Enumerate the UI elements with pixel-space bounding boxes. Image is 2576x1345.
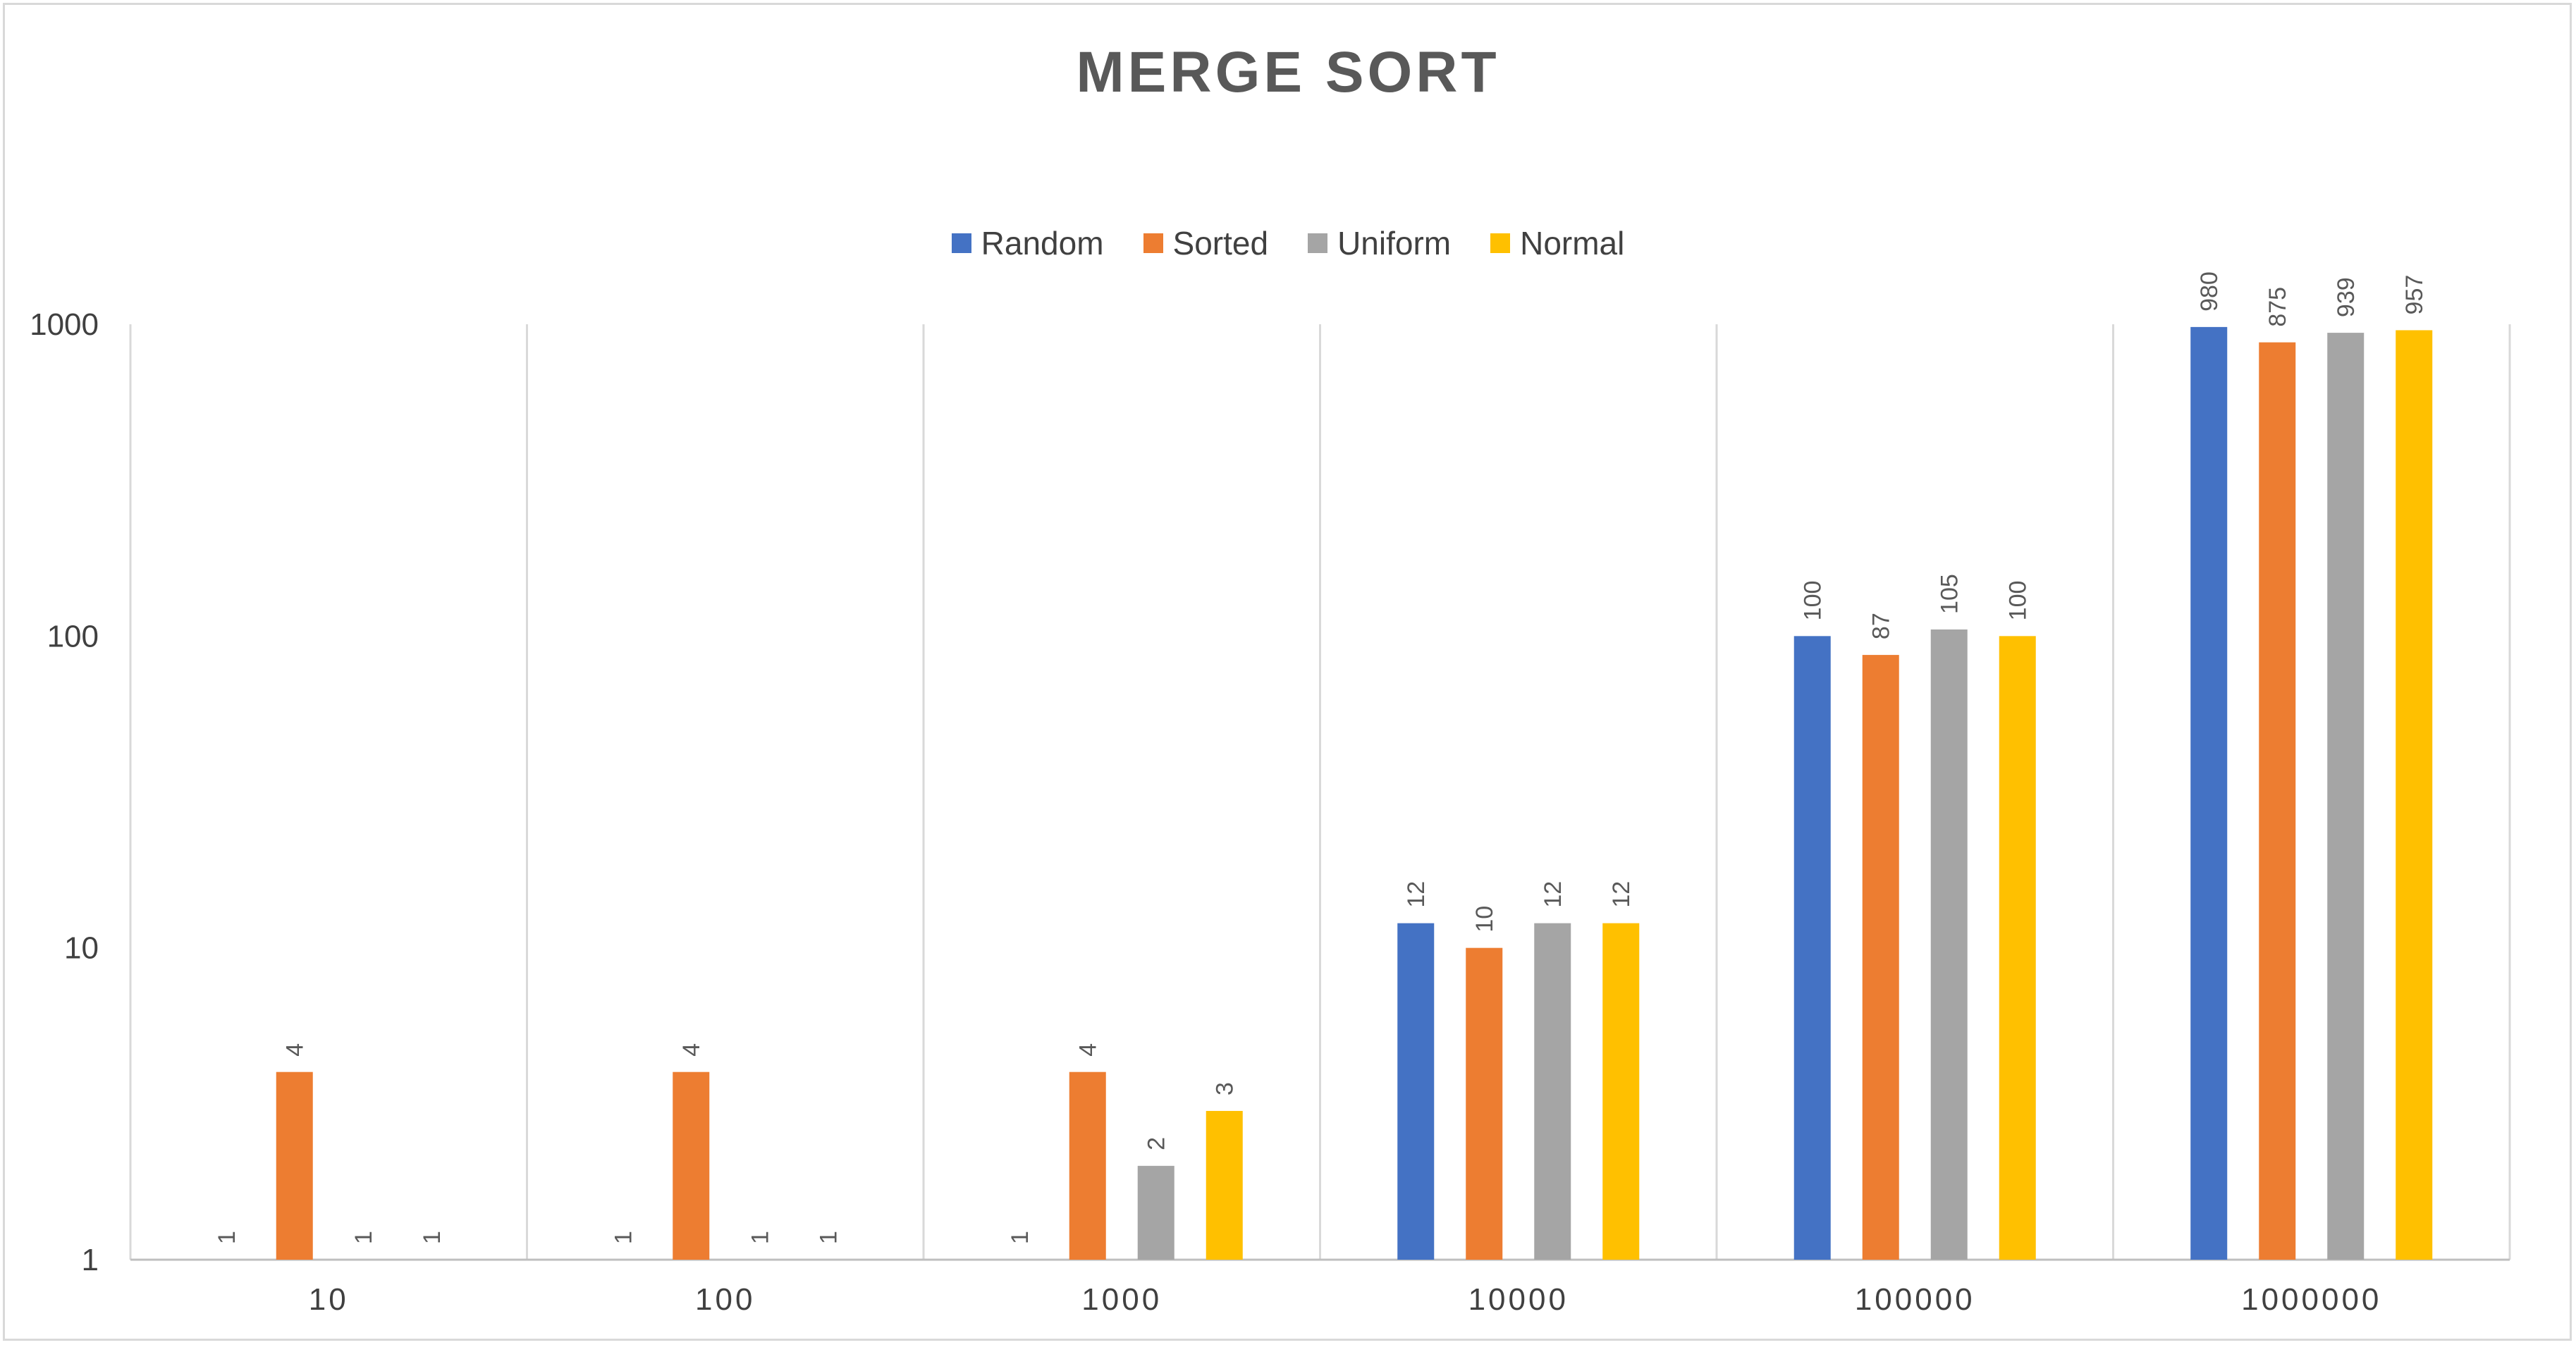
legend-item: Random — [951, 224, 1104, 262]
bar-uniform — [1137, 1165, 1174, 1260]
x-tick-label: 1000 — [1081, 1282, 1162, 1317]
data-label: 1 — [419, 1231, 446, 1244]
data-label: 4 — [678, 1043, 705, 1057]
bar-uniform — [1534, 923, 1571, 1260]
legend-label: Random — [981, 225, 1104, 262]
data-label: 12 — [1403, 881, 1430, 908]
legend-label: Sorted — [1172, 225, 1269, 262]
data-label: 2 — [1143, 1137, 1170, 1150]
legend-label: Uniform — [1337, 225, 1452, 262]
data-label: 1 — [610, 1231, 637, 1244]
legend-item: Normal — [1490, 224, 1624, 262]
bar-random — [1397, 923, 1435, 1260]
bar-normal — [1206, 1110, 1243, 1260]
legend-item: Uniform — [1308, 224, 1451, 262]
data-label: 980 — [2196, 271, 2223, 312]
data-label: 12 — [1608, 881, 1635, 908]
data-label: 100 — [2005, 581, 2032, 621]
bar-uniform — [1930, 629, 1968, 1260]
x-tick-label: 1000000 — [2241, 1282, 2381, 1317]
data-label: 100 — [1800, 581, 1827, 621]
bar-sorted — [2259, 342, 2296, 1260]
bar-sorted — [673, 1071, 710, 1260]
data-label: 87 — [1868, 613, 1895, 639]
x-tick-label: 100000 — [1855, 1282, 1975, 1317]
data-label: 3 — [1212, 1082, 1239, 1095]
bar-random — [1793, 636, 1831, 1260]
y-tick-label: 100 — [47, 619, 99, 653]
legend-swatch — [1308, 233, 1328, 253]
data-label: 4 — [1075, 1043, 1102, 1057]
bar-sorted — [276, 1071, 313, 1260]
y-tick-label: 1000 — [30, 307, 99, 342]
legend-swatch — [1143, 233, 1163, 253]
x-tick-label: 10 — [309, 1282, 349, 1317]
bar-normal — [1602, 923, 1640, 1260]
data-label: 939 — [2333, 277, 2360, 317]
bar-uniform — [2327, 333, 2365, 1260]
chart-legend: Random Sorted Uniform Normal — [0, 224, 2576, 262]
legend-item: Sorted — [1143, 224, 1269, 262]
data-label: 12 — [1540, 881, 1566, 908]
data-label: 105 — [1937, 574, 1963, 614]
bar-sorted — [1466, 947, 1503, 1260]
legend-label: Normal — [1520, 225, 1625, 262]
data-label: 875 — [2264, 287, 2291, 327]
bar-random — [2190, 326, 2228, 1260]
legend-swatch — [951, 233, 971, 253]
data-label: 1 — [1007, 1231, 1034, 1244]
chart-frame — [3, 3, 2572, 1341]
x-tick-label: 100 — [695, 1282, 755, 1317]
bar-sorted — [1862, 655, 1899, 1260]
chart-title: MERGE SORT — [1076, 40, 1500, 104]
legend-swatch — [1490, 233, 1511, 253]
data-label: 957 — [2401, 275, 2428, 315]
data-label: 10 — [1471, 906, 1498, 933]
y-tick-label: 1 — [82, 1243, 99, 1277]
y-tick-label: 10 — [64, 931, 99, 966]
data-label: 1 — [815, 1231, 842, 1244]
data-label: 1 — [747, 1231, 773, 1244]
data-label: 4 — [282, 1043, 309, 1057]
data-label: 1 — [350, 1231, 377, 1244]
bar-normal — [2396, 330, 2433, 1260]
x-tick-label: 10000 — [1468, 1282, 1569, 1317]
bar-sorted — [1069, 1071, 1106, 1260]
bar-normal — [1999, 636, 2036, 1260]
data-label: 1 — [214, 1231, 240, 1244]
